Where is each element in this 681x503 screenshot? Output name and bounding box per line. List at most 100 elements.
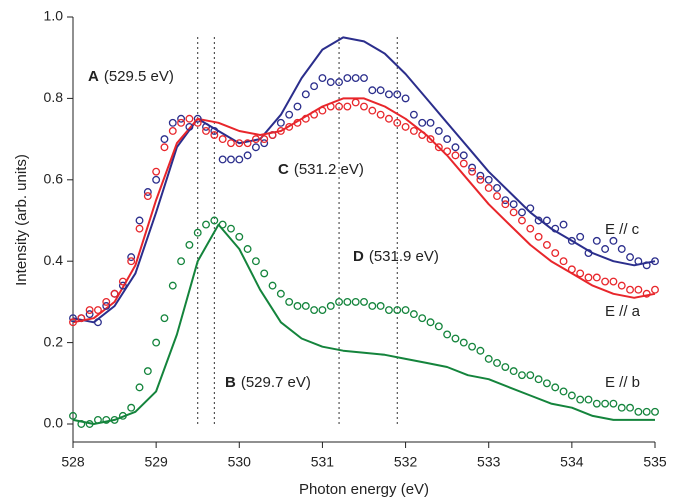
data-point (143, 192, 152, 201)
data-point (634, 285, 643, 294)
data-point (567, 236, 576, 245)
data-point (376, 302, 385, 310)
data-point (551, 224, 560, 233)
data-point (434, 127, 443, 135)
data-point (268, 131, 277, 139)
data-point (285, 122, 294, 131)
annotation: C (531.2 eV) (278, 161, 364, 178)
data-point (451, 151, 460, 160)
data-point (576, 269, 585, 278)
curve-label: E // b (605, 374, 640, 391)
data-point (584, 273, 593, 282)
x-tick-label: 529 (144, 454, 168, 470)
data-point (617, 403, 626, 412)
data-point (368, 302, 377, 310)
data-point (243, 139, 252, 148)
annotation-text: (531.9 eV) (369, 248, 439, 265)
data-point (152, 338, 161, 347)
data-point (617, 281, 626, 290)
data-point (335, 78, 344, 87)
data-point (418, 131, 427, 139)
data-point (310, 82, 319, 91)
data-point (235, 155, 244, 164)
data-point (127, 257, 136, 266)
data-point (360, 74, 368, 82)
data-point (567, 265, 576, 274)
data-point (634, 257, 643, 266)
data-point (476, 171, 485, 180)
annotation-letter: D (353, 248, 364, 265)
data-point (152, 167, 161, 176)
data-point (77, 420, 86, 428)
data-point (459, 338, 468, 347)
data-point (243, 151, 252, 160)
data-point (218, 155, 227, 164)
data-point (443, 135, 452, 144)
data-point (351, 74, 360, 82)
series-line (72, 36, 656, 324)
data-point (509, 367, 518, 376)
data-point (177, 257, 186, 266)
data-point (526, 371, 535, 380)
data-point (409, 310, 418, 319)
data-point (251, 135, 260, 144)
y-tick-label: 0.2 (44, 333, 64, 349)
annotation-text: (529.7 eV) (241, 374, 311, 391)
y-tick-label: 0.6 (44, 171, 64, 187)
data-point (85, 306, 94, 314)
data-point (127, 403, 136, 412)
data-point (642, 407, 651, 416)
data-point (227, 155, 235, 164)
data-point (501, 200, 510, 209)
data-point (227, 139, 235, 148)
data-point (85, 420, 94, 428)
data-point (127, 253, 136, 262)
x-tick-label: 532 (394, 454, 418, 470)
data-point (135, 224, 144, 233)
data-point (343, 297, 352, 306)
data-point (409, 110, 418, 119)
data-point (401, 122, 410, 131)
series-line (72, 223, 655, 425)
data-point (301, 90, 310, 99)
data-point (443, 147, 452, 156)
data-point (368, 106, 377, 115)
data-point (235, 232, 244, 241)
data-point (85, 310, 94, 319)
data-point (326, 302, 335, 310)
data-point (393, 90, 402, 99)
x-tick-label: 531 (311, 454, 335, 470)
data-point (251, 257, 260, 266)
data-point (559, 257, 568, 266)
data-point (609, 236, 618, 245)
x-tick-label: 535 (643, 454, 667, 470)
data-point (276, 118, 285, 127)
data-point (326, 102, 335, 111)
data-point (542, 216, 551, 225)
data-point (551, 383, 560, 392)
data-point (102, 415, 111, 424)
data-point (160, 143, 169, 152)
data-point (102, 297, 111, 306)
data-point (509, 200, 518, 209)
data-point (227, 224, 235, 233)
data-point (202, 127, 210, 135)
data-point (409, 127, 418, 135)
data-point (69, 411, 77, 420)
data-point (185, 114, 194, 123)
data-point (426, 318, 435, 327)
data-point (534, 232, 543, 241)
data-point (384, 114, 393, 123)
x-tick-label: 530 (228, 454, 252, 470)
data-point (651, 407, 659, 416)
data-point (518, 216, 526, 225)
data-point (601, 399, 610, 408)
data-point (260, 139, 269, 148)
data-point (468, 163, 477, 172)
data-point (592, 399, 601, 408)
data-point (110, 415, 119, 424)
data-point (526, 224, 535, 233)
data-point (584, 249, 593, 258)
y-axis-title: Intensity (arb. units) (13, 154, 30, 286)
data-point (592, 236, 601, 245)
